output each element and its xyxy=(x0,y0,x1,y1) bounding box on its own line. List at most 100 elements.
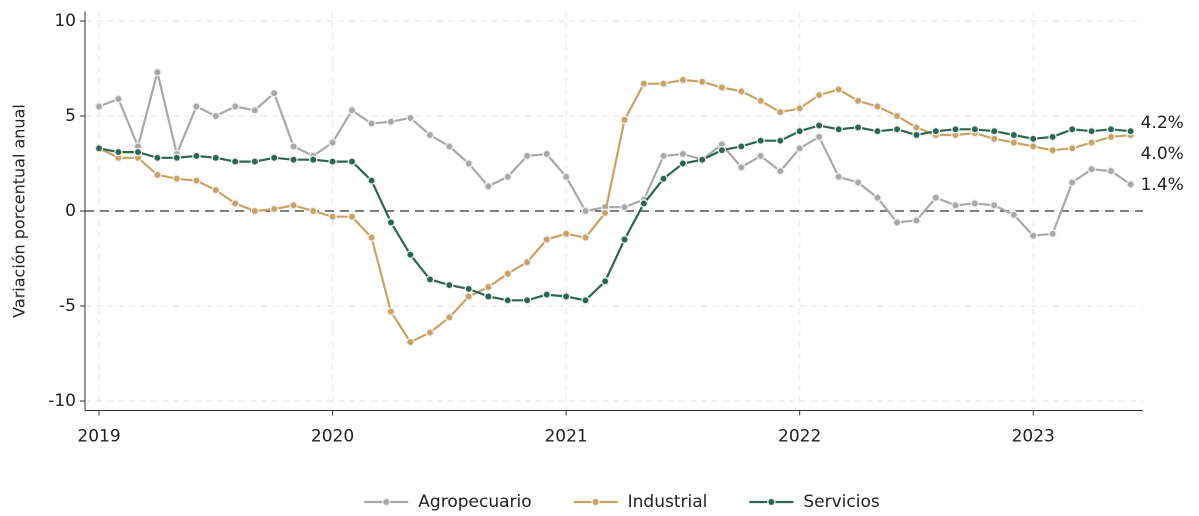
data-point xyxy=(94,144,104,153)
data-point xyxy=(1126,180,1135,189)
y-tick-label: -10 xyxy=(48,391,76,411)
data-point xyxy=(406,113,415,123)
legend-marker xyxy=(767,497,776,507)
data-point xyxy=(230,102,240,111)
data-point xyxy=(639,199,649,208)
data-point xyxy=(1106,125,1116,134)
data-point xyxy=(795,104,804,113)
data-point xyxy=(308,206,318,216)
data-point xyxy=(776,107,785,117)
data-point xyxy=(989,201,999,210)
data-point xyxy=(367,176,376,185)
data-point xyxy=(172,153,182,163)
data-point xyxy=(250,206,260,216)
legend-label: Agropecuario xyxy=(418,492,531,512)
data-point xyxy=(386,117,396,126)
data-point xyxy=(542,235,551,244)
y-tick-label: 5 xyxy=(65,106,76,126)
data-point xyxy=(795,144,804,153)
data-point xyxy=(1028,134,1038,144)
data-point xyxy=(600,277,610,286)
data-point xyxy=(425,275,435,284)
legend-marker xyxy=(382,497,391,507)
data-point xyxy=(698,155,707,164)
y-tick-label: 10 xyxy=(54,11,76,31)
data-point xyxy=(192,151,201,161)
data-point xyxy=(230,157,240,166)
data-point xyxy=(542,290,551,299)
legend: Agropecuario Industrial Servicios xyxy=(364,492,880,512)
y-tick-label: -5 xyxy=(59,296,76,316)
legend-marker xyxy=(591,497,600,507)
data-point xyxy=(1009,130,1019,140)
data-point xyxy=(425,328,435,337)
data-point xyxy=(581,233,590,242)
data-point xyxy=(620,115,629,125)
data-point xyxy=(211,185,221,195)
data-point xyxy=(853,178,863,187)
data-point xyxy=(814,121,824,130)
data-point xyxy=(814,90,824,100)
x-tick-label: 2022 xyxy=(778,427,821,447)
data-point xyxy=(1028,231,1038,240)
data-point xyxy=(425,130,435,140)
data-point xyxy=(834,85,843,94)
end-label: 4.2% xyxy=(1141,113,1184,133)
data-point xyxy=(503,172,512,182)
data-point xyxy=(912,130,921,140)
data-point xyxy=(269,204,279,214)
x-tick-label: 2021 xyxy=(544,427,587,447)
data-point xyxy=(211,153,221,163)
data-point xyxy=(347,157,357,166)
data-point xyxy=(892,218,902,227)
data-point xyxy=(561,292,571,301)
data-point xyxy=(522,151,532,161)
data-point xyxy=(600,208,610,218)
data-point xyxy=(522,296,532,305)
data-point xyxy=(289,201,298,210)
data-point xyxy=(989,126,999,136)
legend-label: Industrial xyxy=(628,492,708,512)
data-point xyxy=(581,206,590,216)
data-point xyxy=(1048,132,1057,142)
data-point xyxy=(795,126,804,136)
data-point xyxy=(250,157,260,166)
data-point xyxy=(308,155,318,164)
data-point xyxy=(951,201,960,210)
data-point xyxy=(269,153,279,163)
data-point xyxy=(484,282,493,292)
data-point xyxy=(1106,166,1116,176)
data-point xyxy=(153,153,162,163)
data-point xyxy=(1087,126,1096,136)
data-point xyxy=(94,102,104,111)
data-point xyxy=(230,199,240,208)
data-point xyxy=(114,94,123,104)
data-point xyxy=(484,182,493,191)
data-point xyxy=(756,136,765,145)
data-point xyxy=(347,212,357,221)
data-point xyxy=(561,172,571,182)
x-tick-label: 2019 xyxy=(77,427,120,447)
data-point xyxy=(892,111,902,121)
data-point xyxy=(951,125,960,134)
data-point xyxy=(172,174,182,183)
data-point xyxy=(1067,178,1077,187)
data-point xyxy=(1048,145,1057,155)
data-point xyxy=(756,151,765,161)
data-point xyxy=(1106,132,1116,142)
data-point xyxy=(620,235,629,244)
data-point xyxy=(737,142,746,151)
data-point xyxy=(620,202,629,212)
data-point xyxy=(328,212,337,221)
data-point xyxy=(328,138,337,147)
data-point xyxy=(464,159,473,168)
data-point xyxy=(1087,138,1096,147)
data-point xyxy=(737,163,746,172)
data-point xyxy=(406,337,415,347)
data-point xyxy=(192,176,201,185)
x-tick-label: 2020 xyxy=(311,427,354,447)
data-point xyxy=(717,145,727,155)
data-point xyxy=(328,157,337,166)
data-point xyxy=(698,77,707,87)
